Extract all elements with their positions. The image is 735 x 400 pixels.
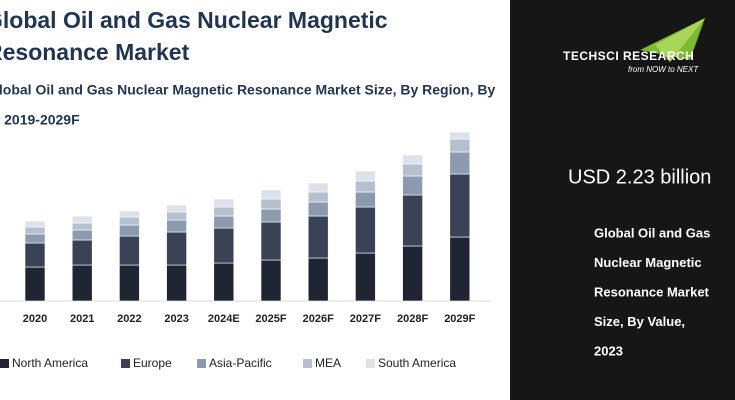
- x-tick-label: 2020: [23, 313, 47, 325]
- x-tick-label: 2028F: [397, 313, 428, 325]
- legend-label: North America: [12, 356, 88, 370]
- bar-segment: [307, 257, 329, 302]
- tagline: from NOW to NEXT: [628, 65, 699, 74]
- bar-segment: [213, 215, 235, 229]
- bar-segment: [166, 204, 187, 213]
- bar-segment: [119, 264, 140, 302]
- description-line: Resonance Market: [594, 284, 710, 299]
- bar-segment: [71, 215, 93, 224]
- bar-segment: [166, 211, 187, 221]
- bar-segment: [402, 175, 423, 196]
- logo: TECHSCI RESEARCH: [563, 49, 694, 63]
- bar-segment: [402, 163, 423, 177]
- description-line: 2023: [594, 343, 623, 358]
- x-tick-label: 2026F: [303, 313, 334, 325]
- bar-segment: [71, 239, 93, 266]
- bar-segment: [307, 215, 329, 259]
- bar-segment: [402, 154, 423, 165]
- bar-segment: [119, 235, 140, 266]
- bar-segment: [449, 131, 471, 140]
- bar-segment: [260, 208, 282, 223]
- legend-swatch: [121, 359, 130, 368]
- bar-segment: [24, 266, 46, 302]
- chart-subtitle: Global Oil and Gas Nuclear Magnetic Reso…: [0, 82, 495, 98]
- bar-segment: [213, 227, 235, 264]
- bar-segment: [119, 224, 140, 237]
- legend-swatch: [366, 359, 375, 368]
- legend-label: Asia-Pacific: [209, 356, 272, 370]
- x-tick-label: 2029F: [444, 313, 475, 325]
- bar-segment: [355, 170, 376, 182]
- bar-segment: [260, 221, 282, 261]
- bar-segment: [71, 264, 93, 302]
- description-line: Nuclear Magnetic: [594, 255, 702, 270]
- bar-segment: [119, 216, 140, 226]
- legend-swatch: [197, 359, 206, 368]
- bar-segment: [449, 173, 471, 238]
- bar-segment: [355, 180, 376, 193]
- side-panel: TECHSCI RESEARCH from NOW to NEXT USD 2.…: [510, 0, 735, 400]
- bar-segment: [213, 198, 235, 208]
- bar-segment: [71, 229, 93, 241]
- bar-segment: [166, 264, 187, 302]
- x-tick-label: 2021: [70, 313, 94, 325]
- x-tick-label: 2023: [164, 313, 188, 325]
- logo-mark: [655, 18, 705, 62]
- panel-background: [510, 0, 735, 400]
- bar-segment: [307, 201, 329, 217]
- bar-segment: [449, 151, 471, 175]
- bar-segment: [166, 219, 187, 233]
- description: Global Oil and Gas Nuclear Magnetic Resona…: [594, 225, 710, 358]
- bar-segment: [260, 259, 282, 302]
- market-value: USD 2.23 billion: [568, 166, 711, 188]
- bar-segment: [71, 222, 93, 231]
- legend-swatch: [0, 359, 9, 368]
- legend-label: South America: [378, 356, 456, 370]
- bar-segment: [355, 206, 376, 254]
- bar-segment: [402, 194, 423, 247]
- bar-segment: [24, 220, 46, 228]
- chart-title: Resonance Market: [0, 39, 190, 65]
- x-tick-label: 2027F: [350, 313, 381, 325]
- bar-segment: [449, 138, 471, 153]
- legend-label: Europe: [133, 356, 172, 370]
- bar-segment: [449, 236, 471, 302]
- description-line: Global Oil and Gas: [594, 225, 710, 240]
- bar-segment: [260, 189, 282, 200]
- bar-segment: [213, 206, 235, 217]
- x-tick-label: 2025F: [255, 313, 286, 325]
- bar-segment: [355, 252, 376, 302]
- chart-title: Global Oil and Gas Nuclear Magnetic: [0, 7, 388, 33]
- bar-segment: [402, 245, 423, 302]
- x-tick-label: 2024E: [208, 313, 240, 325]
- bar-segment: [307, 182, 329, 193]
- bar-segment: [260, 198, 282, 210]
- chart-subtitle: By Value, 2019-2029F: [0, 112, 80, 128]
- description-line: Size, By Value,: [594, 314, 685, 329]
- legend-label: MEA: [315, 356, 341, 370]
- bar-segment: [24, 226, 46, 235]
- bar-segment: [213, 262, 235, 302]
- bar-segment: [307, 191, 329, 203]
- bar-segment: [24, 242, 46, 268]
- legend-swatch: [303, 359, 312, 368]
- bar-segment: [119, 210, 140, 218]
- bar-segment: [355, 191, 376, 208]
- x-tick-label: 2022: [117, 313, 141, 325]
- plot: 2020 2021 2022 2023 2024E 2025F 2026F 2027F 2028…: [0, 131, 476, 370]
- bar-segment: [166, 231, 187, 266]
- bar-segment: [24, 233, 46, 244]
